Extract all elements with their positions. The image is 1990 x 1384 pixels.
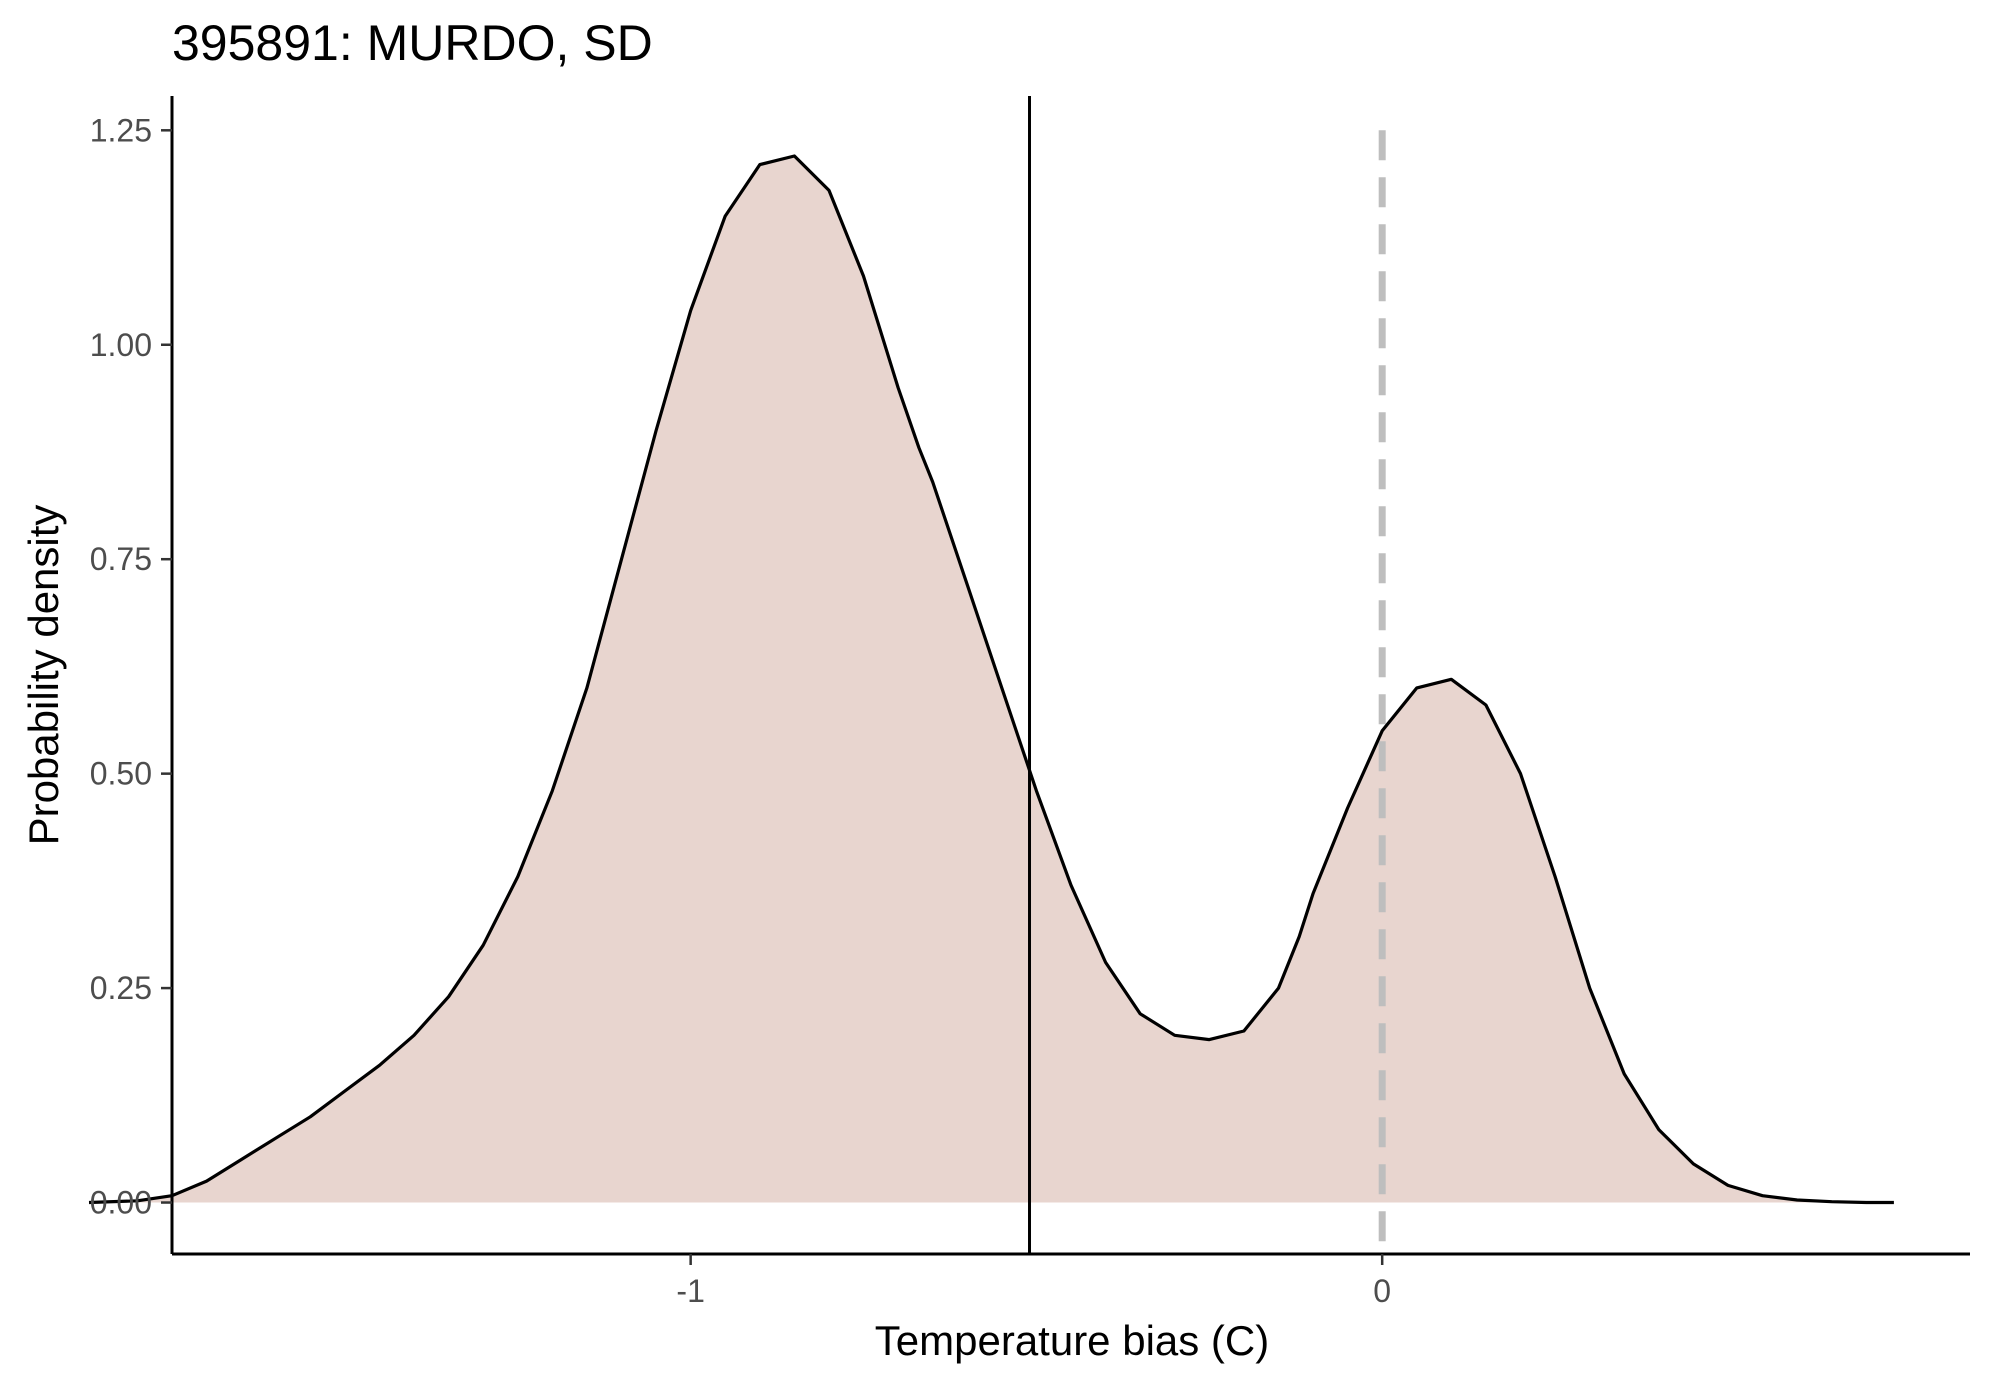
density-curve xyxy=(88,154,1894,1205)
y-axis-title: Probability density xyxy=(20,505,67,846)
y-tick-label: 1.00 xyxy=(90,327,152,363)
y-tick-label: 0.25 xyxy=(90,970,152,1006)
x-axis-title: Temperature bias (C) xyxy=(875,1317,1269,1364)
density-area xyxy=(89,156,1894,1203)
chart-title: 395891: MURDO, SD xyxy=(172,15,653,71)
y-tick-label: 0.75 xyxy=(90,541,152,577)
x-axis-ticks: -1 0 xyxy=(676,1254,1391,1309)
x-tick-label: -1 xyxy=(676,1273,704,1309)
y-tick-label: 0.00 xyxy=(90,1185,152,1221)
y-tick-label: 0.50 xyxy=(90,756,152,792)
y-tick-label: 1.25 xyxy=(90,112,152,148)
x-tick-label: 0 xyxy=(1373,1273,1391,1309)
plot-area xyxy=(88,96,1894,1254)
y-axis-ticks: 0.00 0.25 0.50 0.75 1.00 1.25 xyxy=(90,112,172,1221)
